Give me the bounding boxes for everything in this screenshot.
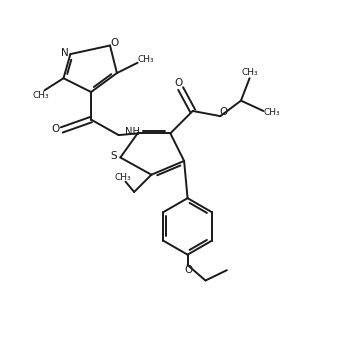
Text: O: O — [220, 107, 228, 117]
Text: CH₃: CH₃ — [138, 55, 154, 64]
Text: NH: NH — [125, 127, 140, 137]
Text: O: O — [52, 124, 60, 134]
Text: CH₃: CH₃ — [241, 67, 258, 76]
Text: O: O — [175, 79, 183, 88]
Text: O: O — [110, 38, 119, 48]
Text: O: O — [184, 265, 192, 275]
Text: S: S — [110, 151, 117, 161]
Text: CH₃: CH₃ — [32, 91, 49, 100]
Text: N: N — [61, 48, 69, 58]
Text: CH₃: CH₃ — [114, 173, 131, 182]
Text: CH₃: CH₃ — [264, 108, 280, 117]
